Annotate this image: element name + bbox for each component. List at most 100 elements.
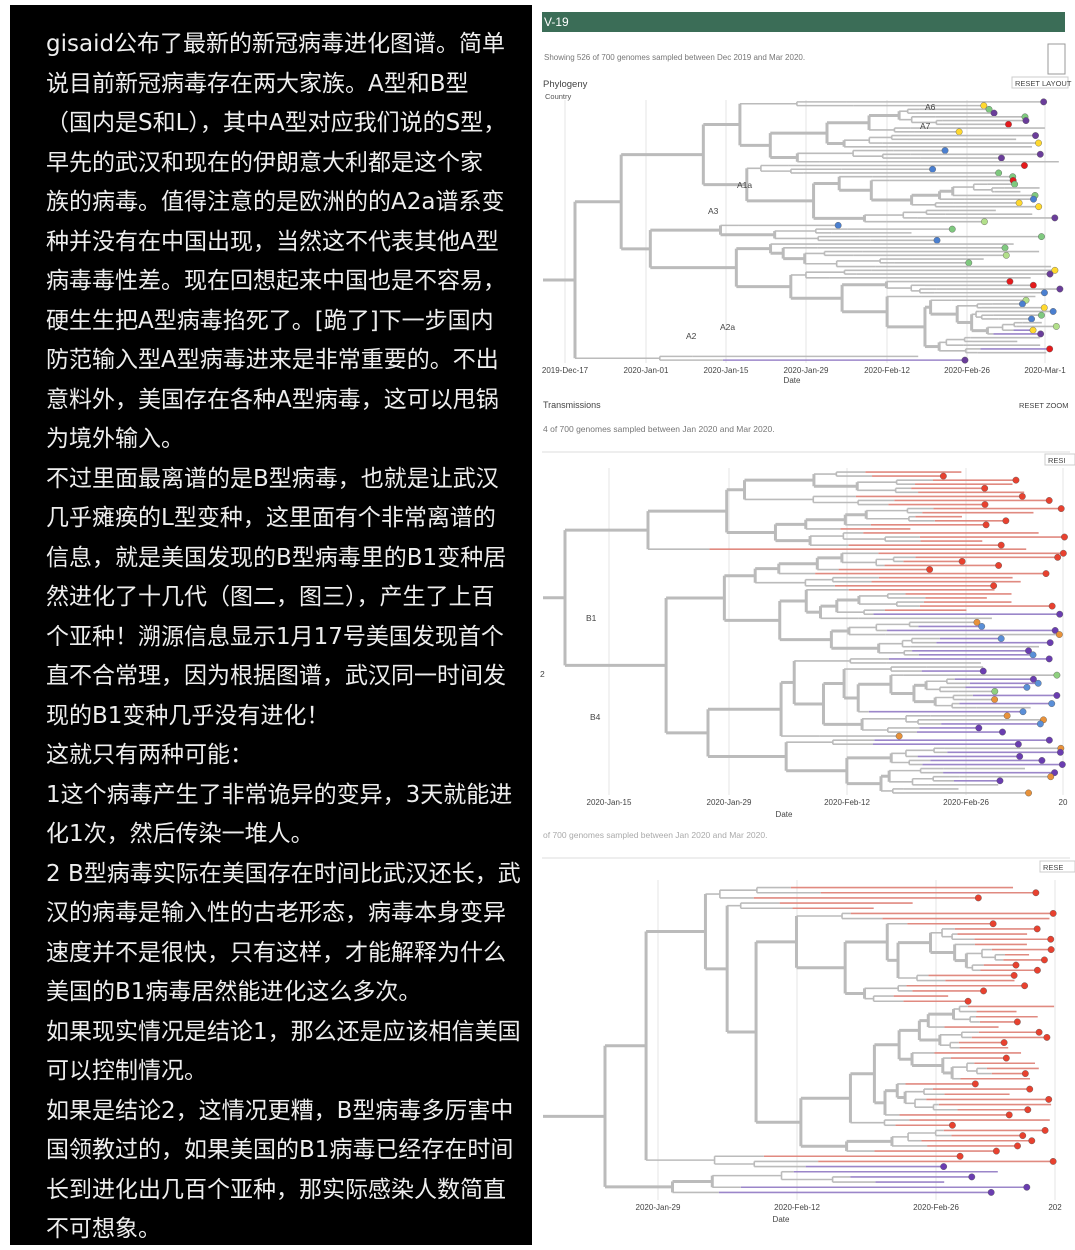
header-title: V-19 <box>544 15 569 29</box>
tip <box>1035 1028 1043 1036</box>
post-panel: gisaid公布了最新的新冠病毒进化图谱。简单 说目前新冠病毒存在两大家族。A型和… <box>10 5 532 1245</box>
post-line: 硬生生把A型病毒掐死了。[跪了]下一步国内 <box>46 307 494 334</box>
screenshots: V-19 Showing 526 of 700 genomes sampled b… <box>540 12 1075 1224</box>
tip <box>1048 602 1056 610</box>
tip <box>1059 549 1067 557</box>
header-bar <box>542 12 1065 32</box>
tip <box>997 541 1005 549</box>
tip <box>1029 651 1037 659</box>
x-tick-label: 2020-Jan-01 <box>624 366 669 375</box>
tip <box>964 997 972 1005</box>
tip <box>939 472 947 480</box>
tip <box>1035 203 1043 211</box>
tip <box>1023 1183 1031 1191</box>
x-axis-title: Date <box>773 1215 790 1224</box>
button-label: RESET LAYOUT <box>1015 79 1072 88</box>
tip <box>1012 961 1020 969</box>
clade-label: A3 <box>708 206 719 216</box>
tip <box>1005 1111 1013 1119</box>
post-line: 防范输入型A型病毒进来是非常重要的。不出 <box>46 347 499 373</box>
tip <box>1049 308 1057 315</box>
tip <box>1038 233 1045 241</box>
post-line: 个亚种！溯源信息显示1月17号美国发现首个 <box>46 623 504 650</box>
tip <box>1012 476 1020 484</box>
x-tick-label: 2020-Feb-26 <box>943 798 989 807</box>
tip <box>1011 180 1019 188</box>
clade-label: A6 <box>925 102 936 112</box>
tip <box>1056 285 1064 293</box>
tip <box>1061 533 1068 541</box>
tip <box>1038 757 1046 764</box>
x-tick-label: 2020-Jan-29 <box>636 1203 681 1212</box>
post-line: 种并没有在中国出现，当然这不代表其他A型 <box>46 228 499 255</box>
tip <box>1040 304 1048 312</box>
tip <box>991 688 999 695</box>
tip <box>1049 910 1057 917</box>
tip <box>1047 773 1055 781</box>
tip <box>1048 700 1056 707</box>
post-text: gisaid公布了最新的新冠病毒进化图谱。简单 说目前新冠病毒存在两大家族。A型和… <box>46 25 521 1250</box>
tip <box>1046 639 1054 647</box>
x-tick-label: 2020-Feb-12 <box>774 1203 820 1212</box>
post-line: 这就只有两种可能： <box>46 742 253 768</box>
tip <box>991 696 999 703</box>
tree <box>543 98 1064 364</box>
tip <box>1034 679 1042 687</box>
tip <box>995 169 1003 177</box>
tip <box>1032 889 1040 897</box>
post-line: 为境外输入。 <box>46 426 184 452</box>
x-tick-label: 2020-Feb-26 <box>913 1203 959 1212</box>
clade-label: A7 <box>920 121 931 131</box>
post-line: 然进化了十几代（图二，图三），产生了上百 <box>46 584 495 610</box>
tip <box>1054 553 1062 561</box>
x-axis-title: Date <box>784 376 801 385</box>
tip <box>1045 655 1053 663</box>
tip <box>990 109 998 117</box>
x-tick-label: 2020-Jan-15 <box>587 798 632 807</box>
tip <box>834 221 842 229</box>
tip <box>1055 631 1063 638</box>
tip <box>973 618 981 626</box>
tip <box>1005 120 1012 128</box>
tip <box>1014 1142 1021 1150</box>
tip <box>1051 266 1059 274</box>
section-title: Transmissions <box>543 400 601 410</box>
tip <box>979 667 987 675</box>
tip <box>1051 214 1059 222</box>
tip <box>1041 1127 1049 1134</box>
tip <box>1041 289 1048 297</box>
x-axis-title: Date <box>776 810 793 819</box>
tip <box>981 501 989 508</box>
tip <box>1019 708 1027 716</box>
post-line: 2 B型病毒实际在美国存在时间比武汉还长，武 <box>46 860 521 887</box>
tip <box>948 225 956 233</box>
tip <box>956 1152 964 1160</box>
tip <box>995 562 1002 569</box>
tip <box>895 732 903 740</box>
tip <box>1033 925 1041 933</box>
tip <box>1026 1085 1034 1093</box>
tip <box>933 236 941 244</box>
subtitle: Showing 526 of 700 genomes sampled betwe… <box>544 53 805 62</box>
clade-label: 2 <box>540 669 545 679</box>
tip <box>1046 270 1054 278</box>
tip <box>1021 982 1029 990</box>
tip <box>996 777 1004 785</box>
subtitle: of 700 genomes sampled between Jan 2020 … <box>543 830 767 840</box>
button <box>1039 860 1075 873</box>
post-line: 美国的B1病毒居然能进化这么多次。 <box>46 979 422 1005</box>
tip <box>1010 972 1018 979</box>
post-line: 现的B1变种几乎没有进化！ <box>46 702 330 729</box>
tip <box>929 165 936 173</box>
tip <box>992 1147 1000 1155</box>
post-line: 直不合常理，因为根据图谱，武汉同一时间发 <box>46 663 506 689</box>
tip <box>1030 675 1037 683</box>
tree <box>543 471 1068 797</box>
tip <box>1042 570 1050 577</box>
post-line: 国领教过的，如果美国的B1病毒已经存在时间 <box>46 1137 514 1163</box>
tip <box>1053 692 1061 699</box>
tip <box>949 1121 956 1129</box>
x-tick-label: 202 <box>1048 1203 1062 1212</box>
tip <box>1002 517 1010 525</box>
